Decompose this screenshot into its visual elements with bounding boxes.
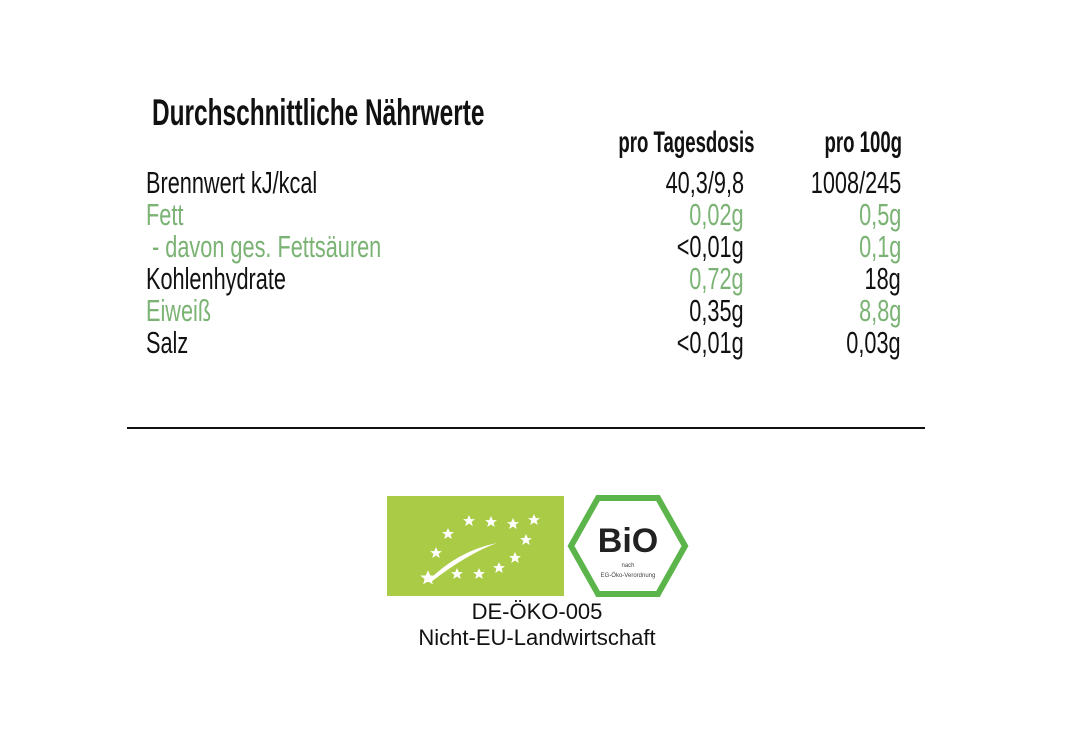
bio-line2: EG-Öko-Verordnung xyxy=(601,572,656,579)
divider xyxy=(127,427,925,429)
daily-value: 0,72g xyxy=(689,261,744,296)
nutrient-label: Brennwert kJ/kcal xyxy=(146,165,318,200)
nutrient-label: Eiweiß xyxy=(146,293,212,328)
daily-value: <0,01g xyxy=(677,325,744,360)
bio-line1: nach xyxy=(621,563,634,569)
daily-value: 40,3/9,8 xyxy=(665,165,744,200)
eu-organic-logo xyxy=(387,496,564,596)
per-100g-value: 1008/245 xyxy=(810,165,901,200)
column-header-daily: pro Tagesdosis xyxy=(617,126,754,159)
daily-value: 0,35g xyxy=(689,293,744,328)
per-100g-value: 8,8g xyxy=(858,293,901,328)
per-100g-value: 0,1g xyxy=(858,229,901,264)
nutrient-label: Fett xyxy=(146,197,184,232)
nutrient-label: Salz xyxy=(146,325,189,360)
nutrient-label: Kohlenhydrate xyxy=(146,261,286,296)
certification-code: DE-ÖKO-005 xyxy=(471,599,603,624)
eu-leaf-stars-icon xyxy=(420,514,540,585)
page-title: Durchschnittliche Nährwerte xyxy=(152,92,485,133)
daily-value: 0,02g xyxy=(689,197,744,232)
certification-origin: Nicht-EU-Landwirtschaft xyxy=(418,625,656,650)
daily-value: <0,01g xyxy=(677,229,744,264)
column-header-per-100g: pro 100g xyxy=(824,126,902,159)
bio-seal-logo: BiO nach EG-Öko-Verordnung xyxy=(567,494,689,598)
per-100g-value: 0,03g xyxy=(846,325,901,360)
per-100g-value: 0,5g xyxy=(858,197,901,232)
nutrient-label: - davon ges. Fettsäuren xyxy=(146,229,382,264)
per-100g-value: 18g xyxy=(864,261,901,296)
bio-word: BiO xyxy=(598,522,658,560)
